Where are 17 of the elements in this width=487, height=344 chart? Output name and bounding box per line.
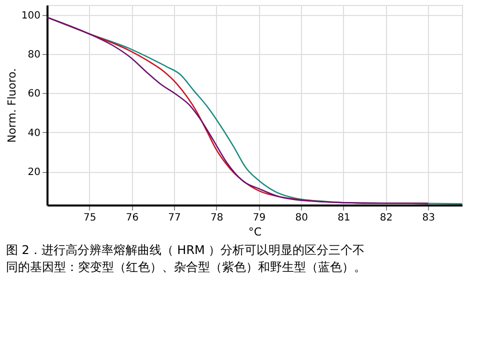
x-tick-label: 83 xyxy=(422,212,435,224)
y-tick-label: 60 xyxy=(28,88,40,100)
x-tick-label: 78 xyxy=(210,212,224,224)
x-tick-label: 79 xyxy=(252,212,266,224)
x-tick-label: 81 xyxy=(338,212,350,224)
caption: 图 2．进行高分辨率熔解曲线（ HRM ）分析可以明显的区分三个不同的基因型：突变型（红色）、杂合型（紫色）和野生型（蓝色）。 xyxy=(6,243,366,274)
y-axis-title: Norm. Fluoro. xyxy=(5,68,18,143)
x-tick-label: 75 xyxy=(83,212,96,224)
y-tick-label: 40 xyxy=(28,128,40,139)
x-axis-title: °C xyxy=(248,226,262,238)
x-tick-label: 82 xyxy=(380,212,393,224)
x-tick-label: 76 xyxy=(126,212,139,224)
y-tick-label: 100 xyxy=(21,10,40,22)
y-tick-label: 80 xyxy=(28,50,40,61)
x-tick-label: 77 xyxy=(168,212,181,224)
x-tick-label: 80 xyxy=(295,212,308,224)
y-tick-label: 20 xyxy=(28,167,40,178)
